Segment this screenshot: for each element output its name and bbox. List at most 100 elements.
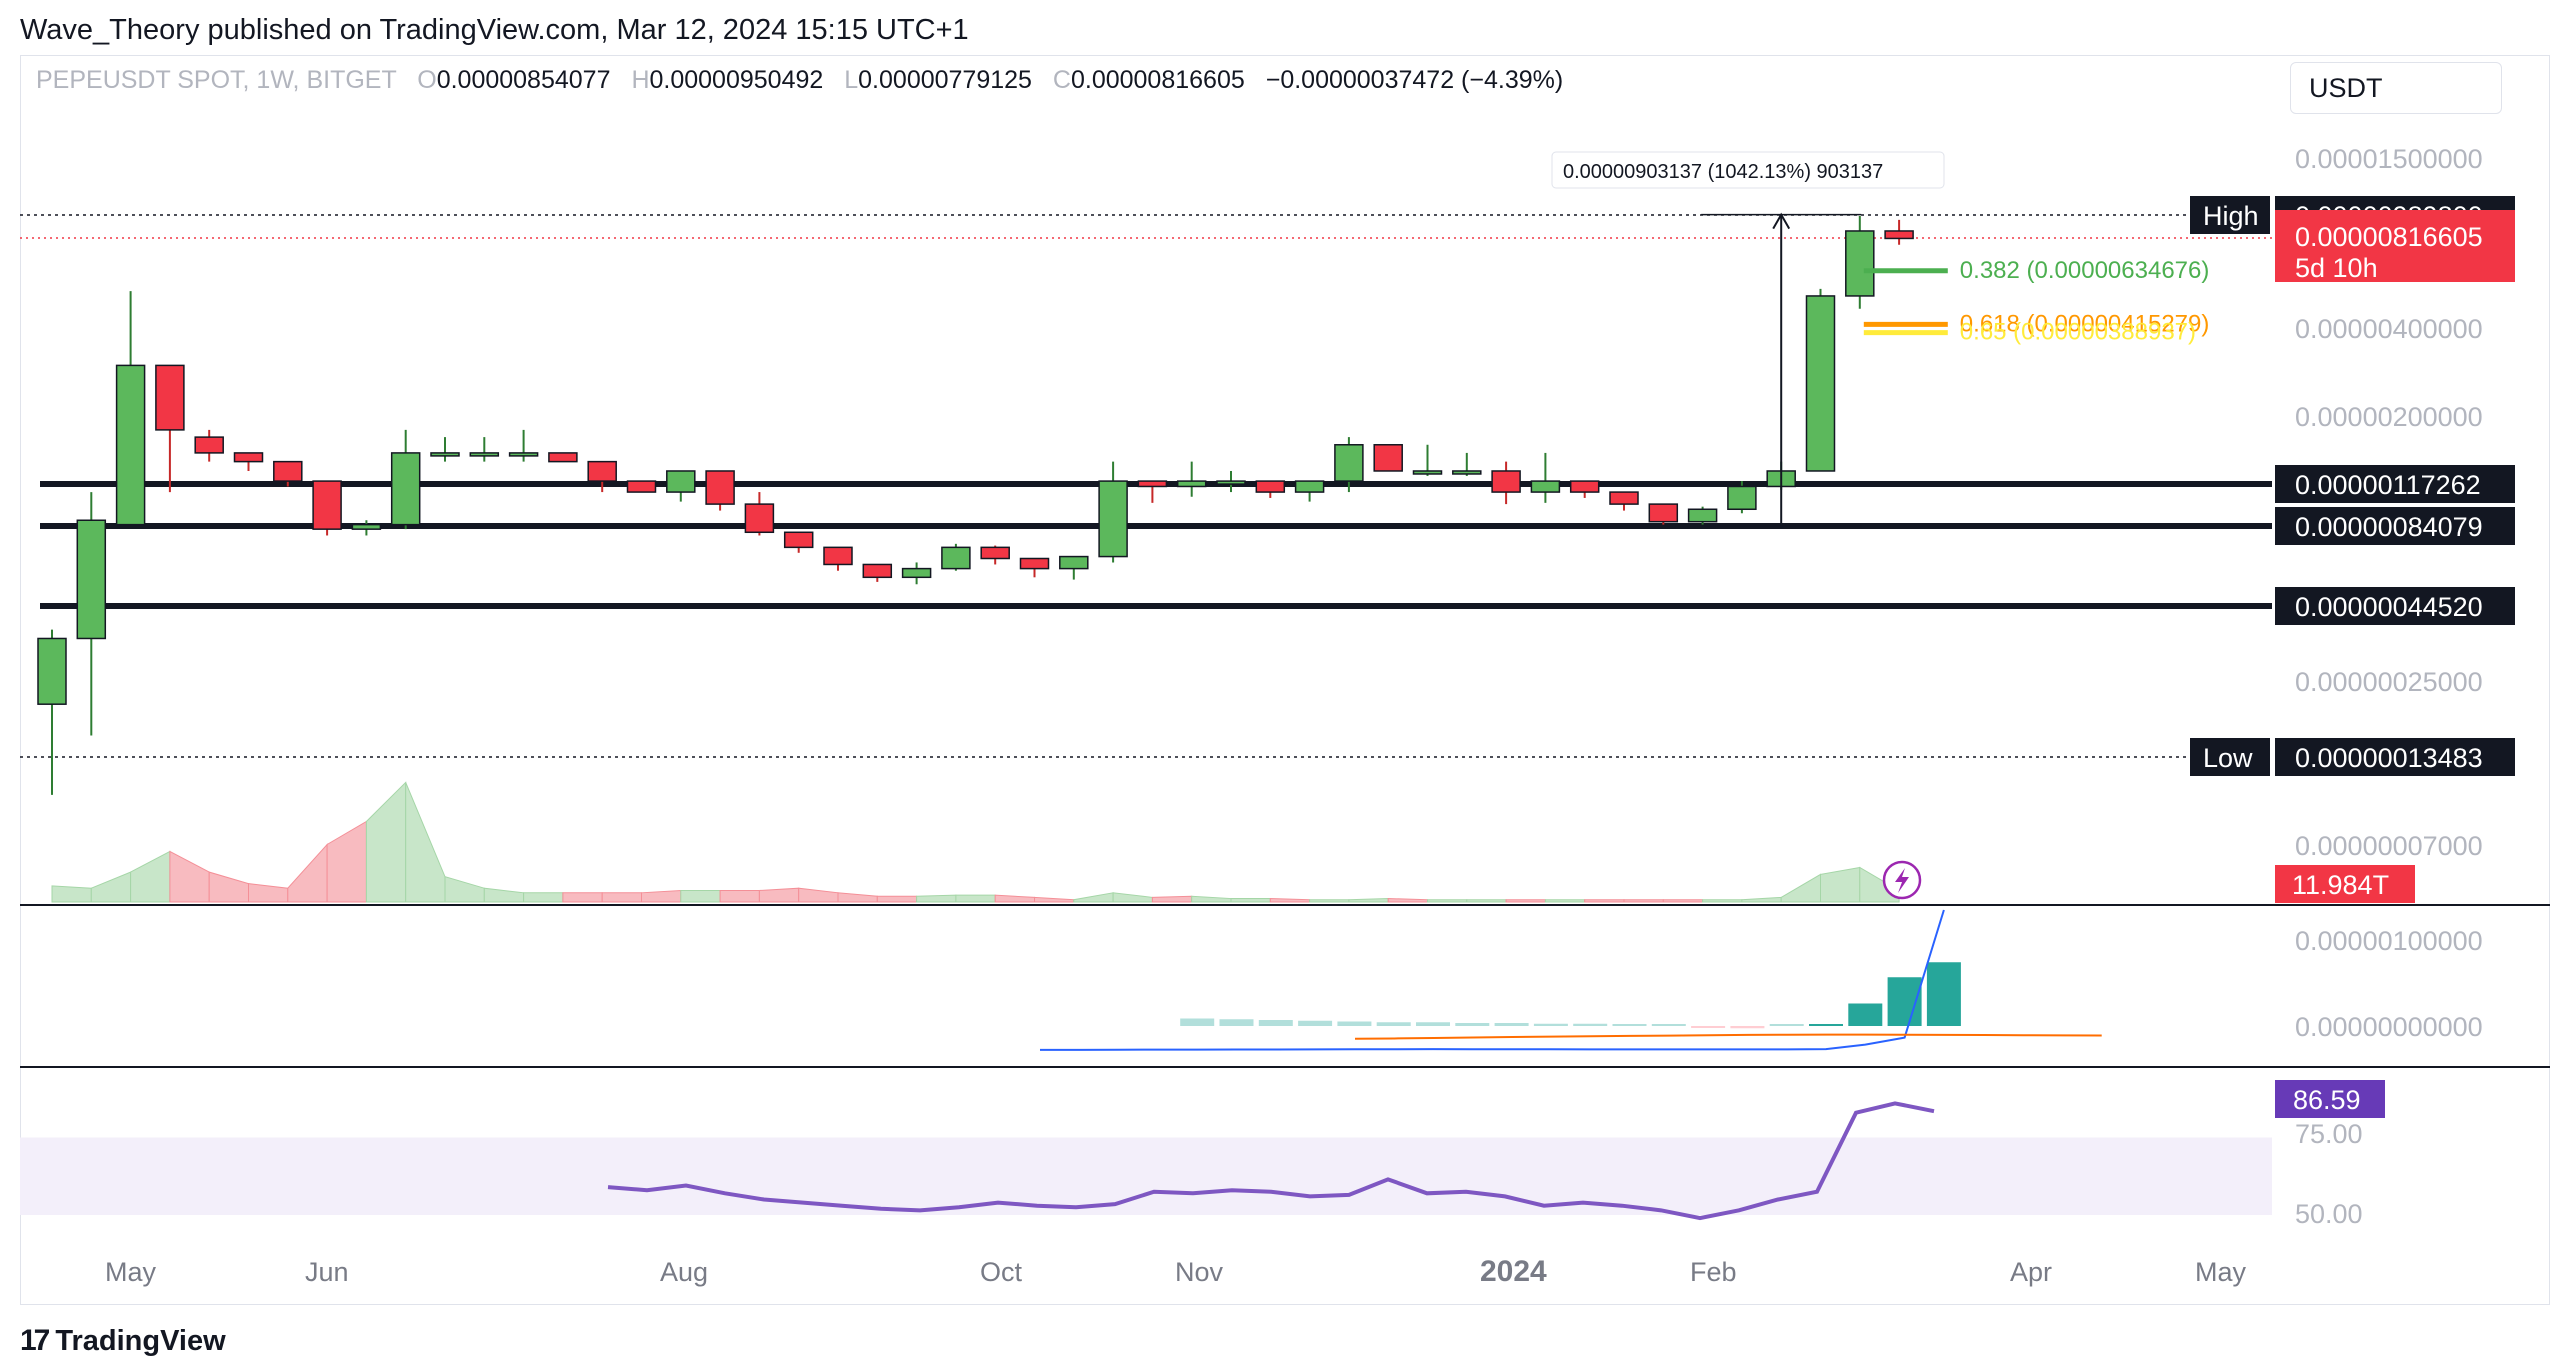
candle-body[interactable]: [469, 452, 500, 457]
candle-body[interactable]: [1491, 470, 1521, 493]
level-label-bg: [2275, 587, 2515, 625]
x-tick-label: Feb: [1690, 1257, 1737, 1287]
level-label-bg: [2275, 507, 2515, 545]
volume-segment: [1230, 898, 1271, 903]
x-tick-label: Apr: [2010, 1257, 2052, 1287]
open-value: 0.00000854077: [436, 66, 611, 94]
tradingview-logo-icon: 17: [20, 1324, 50, 1357]
symbol-legend: PEPEUSDT SPOT, 1W, BITGET O0.00000854077…: [36, 66, 1563, 95]
macd-histogram-bar: [1926, 962, 1961, 1026]
level-tag: Low: [2203, 743, 2253, 773]
chart-frame: [20, 55, 2550, 1305]
volume-segment: [1662, 899, 1704, 903]
low-value: 0.00000779125: [858, 66, 1032, 94]
candle-body[interactable]: [548, 452, 578, 463]
candle-body[interactable]: [823, 546, 853, 566]
candle-body[interactable]: [194, 436, 224, 454]
candle-body[interactable]: [37, 637, 67, 705]
x-tick-label: Aug: [660, 1257, 708, 1287]
candle-body[interactable]: [901, 567, 932, 579]
candle-body[interactable]: [1530, 480, 1561, 493]
candle-body[interactable]: [155, 364, 185, 431]
candle-body[interactable]: [941, 546, 971, 570]
y-tick-label: 0.00000007000: [2295, 831, 2483, 861]
candle-body[interactable]: [1176, 480, 1207, 488]
volume-segment: [248, 883, 289, 903]
volume-segment: [1034, 896, 1075, 903]
candle-body[interactable]: [1845, 230, 1875, 297]
macd-histogram-bar: [1258, 1020, 1293, 1026]
candle-body[interactable]: [1412, 470, 1443, 475]
x-tick-label: 2024: [1480, 1255, 1547, 1288]
candle-body[interactable]: [1805, 295, 1836, 472]
level-label: 0.00000013483: [2295, 743, 2483, 773]
candle-body[interactable]: [705, 470, 735, 505]
volume-segment: [169, 850, 210, 903]
candle-body[interactable]: [1216, 480, 1246, 485]
candle-body[interactable]: [273, 460, 303, 482]
fib-level-label: 0.382 (0.00000634676): [1960, 257, 2210, 284]
volume-last-label: 11.984T: [2292, 870, 2389, 900]
macd-tick-label: 0.00000100000: [2295, 926, 2483, 956]
candle-body[interactable]: [1569, 480, 1600, 493]
candle-body[interactable]: [508, 452, 539, 457]
candle-body[interactable]: [1019, 557, 1050, 570]
candle-body[interactable]: [1294, 480, 1325, 493]
last-price-label: 0.00000816605: [2295, 222, 2483, 252]
candle-body[interactable]: [1884, 230, 1914, 240]
candle-body[interactable]: [1059, 555, 1089, 570]
level-label: 0.00000117262: [2295, 470, 2481, 500]
candle-body[interactable]: [1687, 508, 1718, 523]
candle-body[interactable]: [233, 452, 264, 463]
currency-selector[interactable]: USDT: [2290, 62, 2502, 114]
candle-body[interactable]: [1334, 444, 1364, 482]
volume-segment: [955, 894, 996, 903]
x-tick-label: Nov: [1175, 1257, 1224, 1287]
rsi-tick-label: 50.00: [2295, 1199, 2363, 1229]
candle-body[interactable]: [626, 480, 657, 493]
candle-body[interactable]: [1609, 491, 1639, 505]
macd-histogram-bar: [1298, 1020, 1333, 1026]
candle-body[interactable]: [351, 523, 382, 530]
macd-histogram-bar: [1416, 1022, 1450, 1026]
candle-body[interactable]: [783, 531, 814, 549]
tradingview-brand[interactable]: 17 TradingView: [20, 1324, 226, 1358]
candle-body[interactable]: [390, 452, 421, 526]
level-label: 0.00000084079: [2295, 512, 2483, 542]
candle-body[interactable]: [1727, 485, 1757, 511]
rsi-last-label: 86.59: [2293, 1085, 2361, 1115]
volume-segment: [1466, 899, 1507, 903]
volume-segment: [523, 892, 564, 903]
candle-body[interactable]: [76, 519, 107, 640]
volume-segment: [1544, 899, 1586, 903]
candle-body[interactable]: [744, 503, 775, 534]
volume-segment: [1505, 899, 1546, 903]
candle-body[interactable]: [1648, 503, 1679, 523]
volume-segment: [798, 887, 839, 903]
candle-body[interactable]: [312, 480, 342, 530]
close-label: C: [1052, 66, 1071, 94]
candle-body[interactable]: [666, 470, 696, 493]
candle-body[interactable]: [587, 460, 617, 482]
candle-body[interactable]: [430, 452, 460, 457]
volume-segment: [1151, 895, 1193, 903]
macd-histogram-bar: [1376, 1022, 1411, 1026]
y-tick-label: 0.00000200000: [2295, 402, 2483, 432]
signal-line: [1354, 1033, 2102, 1040]
fib-level-label: 0.65 (0.00000388937): [1960, 319, 2196, 346]
volume-segment: [1780, 873, 1821, 903]
macd-histogram-bar: [1769, 1024, 1804, 1026]
candle-body[interactable]: [862, 563, 893, 579]
candle-body[interactable]: [1137, 480, 1168, 488]
symbol-name[interactable]: PEPEUSDT SPOT, 1W, BITGET: [36, 66, 397, 94]
candle-body[interactable]: [1098, 480, 1128, 558]
y-tick-label: 0.00000025000: [2295, 667, 2483, 697]
brand-name: TradingView: [55, 1325, 226, 1357]
candle-body[interactable]: [1452, 470, 1482, 475]
candle-body[interactable]: [115, 364, 146, 526]
candle-body[interactable]: [1255, 480, 1286, 493]
candle-body[interactable]: [1373, 444, 1403, 472]
last-price-bg: [2275, 210, 2515, 282]
candle-body[interactable]: [980, 546, 1010, 560]
